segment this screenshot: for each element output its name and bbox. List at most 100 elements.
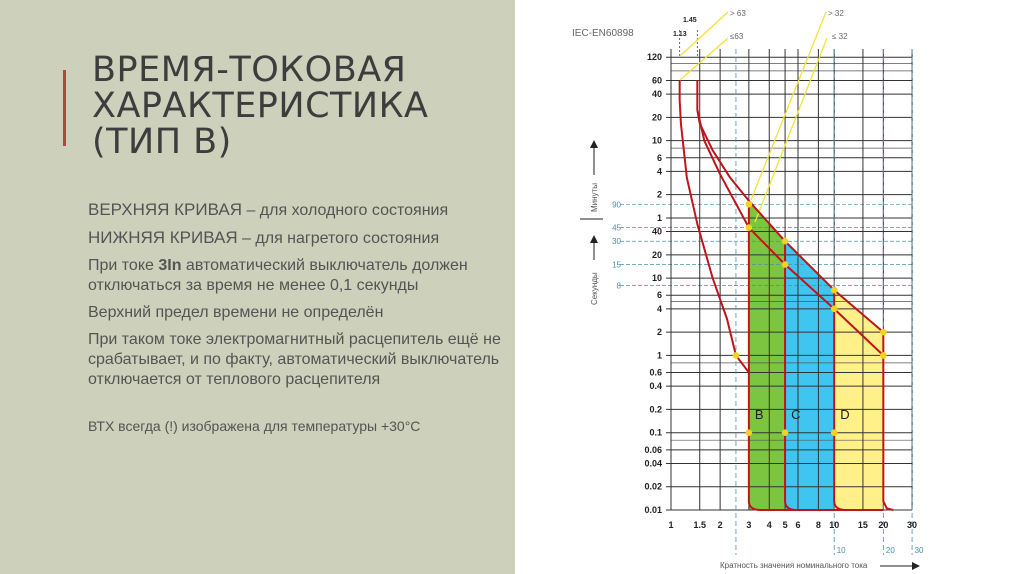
y-tick-minutes: 10 (652, 136, 662, 146)
x-tick-label: 6 (795, 520, 800, 530)
y-tick-seconds: 0.06 (644, 445, 662, 455)
band-label-d: D (840, 407, 849, 422)
y-tick-minutes: 40 (652, 89, 662, 99)
x-tick-label: 4 (767, 520, 772, 530)
title-line: (ТИП B) (92, 122, 232, 162)
trip-boundary-line (833, 290, 884, 511)
bullet-text: – для нагретого состояния (237, 230, 440, 247)
curve-marker (745, 201, 753, 208)
y-tick-seconds: 4 (657, 304, 662, 314)
bullet-text: При токе (88, 257, 159, 274)
title-accent-bar (63, 70, 66, 146)
slide-title: ВРЕМЯ-ТОКОВАЯ ХАРАКТЕРИСТИКА (ТИП B) (92, 52, 492, 160)
trip-boundary-line (784, 241, 884, 511)
curve-marker (830, 286, 838, 294)
curve-marker (830, 429, 838, 437)
band-label-c: C (791, 407, 800, 422)
y-tick-minutes: 1 (657, 213, 662, 223)
curve-marker (781, 237, 789, 245)
curve-marker (781, 261, 789, 268)
y-reference-label: 30 (612, 237, 621, 246)
band-d (834, 290, 884, 510)
annotation-le32: ≤ 32 (832, 32, 848, 41)
y-reference-label: 45 (612, 224, 621, 233)
bullet-bold: 3In (158, 257, 182, 274)
curve-marker (880, 352, 887, 359)
x-axis-label: Кратность значения номинального тока (720, 561, 868, 570)
annotation-le63: ≤63 (730, 32, 744, 41)
y-tick-seconds: 10 (652, 273, 662, 283)
annotation-1-45: 1.45 (683, 17, 697, 24)
y-tick-seconds: 0.02 (644, 482, 662, 492)
y-tick-seconds: 0.6 (649, 368, 662, 378)
y-tick-minutes: 4 (657, 166, 662, 176)
yellow-guide-line (754, 37, 828, 223)
annotation-gt32: > 32 (828, 9, 844, 18)
annotation-1-13: 1.13 (673, 31, 687, 38)
title-line: ВРЕМЯ-ТОКОВАЯ (92, 50, 407, 90)
bullet-caps: НИЖНЯЯ КРИВАЯ (88, 228, 238, 247)
curve-marker (745, 224, 753, 231)
trip-boundary-line (747, 200, 884, 511)
y-label-seconds: Секунды (590, 272, 599, 305)
curve-1-13-in-curve (678, 80, 750, 374)
y-tick-seconds: 0.04 (644, 458, 662, 468)
x-tick-label: 10 (829, 520, 839, 530)
y-reference-label: 15 (612, 260, 621, 269)
y-tick-seconds: 0.4 (649, 381, 662, 391)
chart-title: IEC-EN60898 (572, 28, 634, 39)
y-tick-minutes: 60 (652, 75, 662, 85)
y-tick-seconds: 1 (657, 350, 662, 360)
y-tick-seconds: 20 (652, 250, 662, 260)
curve-marker (781, 429, 789, 437)
x-extra-label: 20 (886, 546, 895, 555)
y-arrow-minutes-head (590, 140, 598, 148)
y-label-minutes: Минуты (590, 183, 599, 212)
bullet-electromagnetic: При таком токе электромагнитный расцепит… (88, 331, 501, 388)
y-tick-minutes: 2 (657, 190, 662, 200)
bullet-text: автоматический выключатель должен отключ… (88, 257, 468, 294)
x-tick-label: 30 (907, 520, 917, 530)
y-tick-seconds: 0.2 (649, 404, 662, 414)
curve-marker (830, 305, 838, 313)
x-tick-label: 1.5 (693, 520, 706, 530)
x-tick-label: 15 (858, 520, 868, 530)
bullet-3in: При токе 3In автоматический выключатель … (88, 256, 508, 296)
temperature-note: ВТХ всегда (!) изображена для температур… (88, 418, 421, 434)
yellow-guide-line (679, 37, 729, 81)
x-extra-label: 30 (915, 546, 924, 555)
band-label-b: B (755, 407, 764, 422)
bullet-caps: ВЕРХНЯЯ КРИВАЯ (88, 200, 242, 219)
curve-marker (880, 328, 887, 336)
x-tick-label: 2 (718, 520, 723, 530)
bullet-upper-curve: ВЕРХНЯЯ КРИВАЯ – для холодного состояния (88, 200, 508, 221)
curve-marker (745, 429, 753, 437)
y-reference-label: 90 (612, 200, 621, 209)
y-tick-seconds: 6 (657, 290, 662, 300)
x-tick-label: 1 (668, 520, 673, 530)
x-tick-label: 5 (783, 520, 788, 530)
yellow-guide-line (679, 11, 729, 57)
y-reference-label: 8 (617, 282, 622, 291)
x-extra-label: 10 (837, 546, 846, 555)
x-axis-arrowhead (912, 562, 920, 570)
bullet-text: – для холодного состояния (242, 202, 449, 219)
y-arrow-seconds-head (590, 235, 598, 243)
yellow-guide-line (750, 11, 827, 201)
y-tick-seconds: 0.1 (649, 428, 662, 438)
y-tick-seconds: 40 (652, 227, 662, 237)
y-tick-seconds: 2 (657, 327, 662, 337)
y-tick-minutes: 20 (652, 112, 662, 122)
annotation-gt63: > 63 (730, 9, 746, 18)
y-tick-seconds: 0.01 (644, 505, 662, 515)
bullet-lower-curve: НИЖНЯЯ КРИВАЯ – для нагретого состояния (88, 228, 508, 249)
curve-marker (732, 352, 740, 359)
bullet-upper-limit: Верхний предел времени не определён (88, 304, 384, 321)
text-panel (0, 0, 515, 574)
x-tick-label: 8 (816, 520, 821, 530)
y-tick-minutes: 120 (647, 52, 662, 62)
title-line: ХАРАКТЕРИСТИКА (92, 86, 429, 126)
x-tick-label: 20 (878, 520, 888, 530)
slide-body: ВЕРХНЯЯ КРИВАЯ – для холодного состояния… (88, 200, 508, 443)
